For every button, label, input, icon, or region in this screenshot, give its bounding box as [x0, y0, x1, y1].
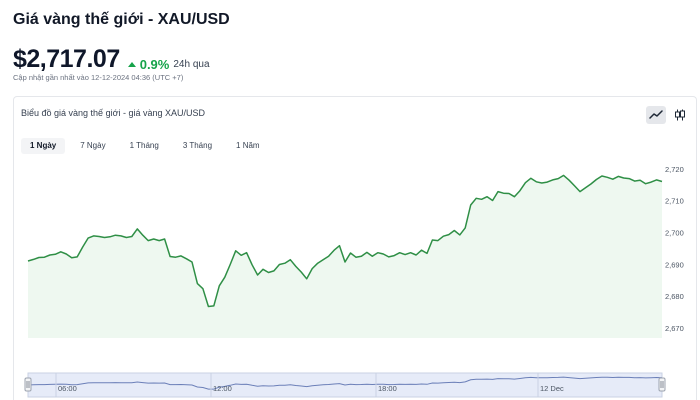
navigator-left-handle[interactable] [24, 377, 32, 392]
price-summary: $2,717.07 0.9% 24h qua [13, 45, 210, 74]
current-price: $2,717.07 [13, 45, 120, 73]
navigator-time-label: 12 Dec [540, 384, 564, 393]
candlestick-button[interactable] [670, 106, 690, 124]
y-tick-label: 2,680 [665, 292, 684, 301]
y-tick-label: 2,720 [665, 165, 684, 174]
y-tick-label: 2,700 [665, 229, 684, 238]
range-navigator[interactable]: 06:00 12:00 18:00 12 Dec [24, 372, 666, 398]
tab-1-year[interactable]: 1 Năm [236, 141, 260, 150]
chart-type-toggle [642, 106, 690, 124]
page-title: Giá vàng thế giới - XAU/USD [13, 11, 230, 28]
y-axis: 2,720 2,710 2,700 2,690 2,680 2,670 [665, 165, 684, 333]
arrow-up-icon [127, 62, 136, 67]
price-change: 0.9% [127, 57, 170, 72]
navigator-time-label: 12:00 [213, 384, 232, 393]
tab-1-month[interactable]: 1 Tháng [129, 141, 159, 150]
chart-card: Biểu đồ giá vàng thế giới - giá vàng XAU… [13, 96, 697, 400]
tab-7-days[interactable]: 7 Ngày [80, 141, 106, 150]
y-tick-label: 2,710 [665, 197, 684, 206]
change-percent: 0.9% [139, 57, 170, 72]
line-chart-button[interactable] [646, 106, 666, 124]
tab-3-months[interactable]: 3 Tháng [182, 141, 213, 150]
line-chart-icon [649, 110, 663, 119]
navigator-time-label: 06:00 [58, 384, 77, 393]
last-updated: Cập nhật gần nhất vào 12-12-2024 04:36 (… [13, 73, 184, 82]
change-period: 24h qua [173, 59, 210, 70]
y-tick-label: 2,670 [665, 324, 684, 333]
price-area-fill [28, 175, 662, 338]
main-plot [27, 174, 663, 338]
navigator-time-label: 18:00 [378, 384, 397, 393]
chart-title: Biểu đồ giá vàng thế giới - giá vàng XAU… [21, 108, 206, 118]
y-tick-label: 2,690 [665, 260, 684, 269]
price-line [27, 174, 663, 308]
navigator-series-line [27, 376, 663, 390]
tab-1-day[interactable]: 1 Ngày [21, 138, 66, 154]
price-chart[interactable]: 2,720 2,710 2,700 2,690 2,680 2,670 06:00 12:0… [14, 97, 698, 400]
navigator-right-handle[interactable] [658, 377, 666, 392]
candlestick-icon [675, 109, 685, 121]
range-tabs: 1 Ngày 7 Ngày 1 Tháng 3 Tháng 1 Năm [21, 138, 275, 154]
